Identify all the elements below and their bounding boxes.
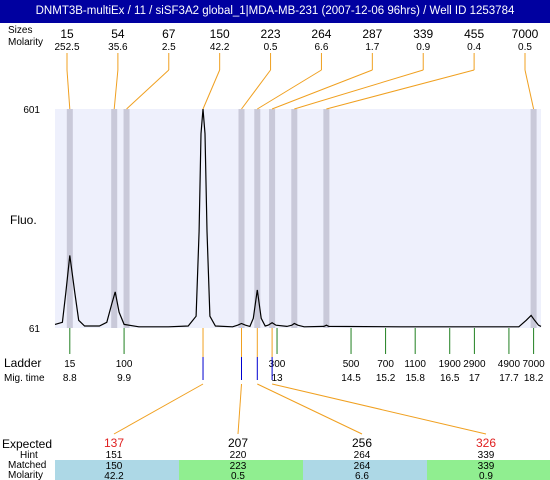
plot-area — [55, 109, 541, 328]
peak-size-label: 455 — [464, 27, 484, 41]
peak-connector — [294, 69, 424, 110]
hint-label: Hint — [20, 450, 38, 461]
peak-band — [66, 109, 73, 328]
peak-connector — [241, 69, 271, 110]
peak-size-label: 150 — [210, 27, 230, 41]
hint-value: 151 — [106, 450, 123, 461]
expected-connector — [271, 383, 487, 435]
peak-connector — [202, 69, 221, 110]
ladder-size-label: 300 — [269, 359, 286, 370]
ladder-time-label: 15.2 — [376, 373, 396, 384]
ladder-size-label: 1900 — [439, 359, 462, 370]
expected-value: 256 — [352, 436, 372, 450]
ladder-size-label: 1100 — [404, 359, 426, 370]
ladder-size-label: 2900 — [463, 359, 486, 370]
peak-molarity-label: 1.7 — [365, 42, 379, 53]
peak-size-label: 7000 — [512, 27, 539, 41]
ladder-size-label: 500 — [343, 359, 360, 370]
ladder-size-label: 4900 — [498, 359, 521, 370]
ladder-time-label: 17 — [469, 373, 481, 384]
match-cell — [179, 460, 303, 480]
matched-value: 150 — [106, 461, 123, 472]
peak-size-label: 287 — [362, 27, 382, 41]
peak-band — [111, 109, 118, 328]
molarity-value: 42.2 — [104, 471, 124, 480]
peak-size-label: 15 — [60, 27, 74, 41]
match-cell — [303, 460, 427, 480]
match-cell — [55, 460, 179, 480]
peak-connector — [257, 69, 322, 110]
peak-band — [238, 109, 245, 328]
expected-connector — [257, 383, 363, 435]
molarity-value: 0.9 — [479, 471, 493, 480]
peak-connector — [66, 69, 71, 110]
peak-band — [269, 109, 276, 328]
ladder-time-label: 16.5 — [440, 373, 460, 384]
ladder-size-label: 15 — [64, 359, 76, 370]
peak-size-label: 264 — [311, 27, 331, 41]
peak-molarity-label: 0.9 — [416, 42, 430, 53]
ladder-time-label: 8.8 — [63, 373, 77, 384]
expected-label: Expected — [2, 437, 52, 451]
peak-band — [254, 109, 261, 328]
molarity-value: 6.6 — [355, 471, 369, 480]
peak-connector — [126, 69, 170, 110]
peak-molarity-label: 252.5 — [54, 42, 79, 53]
peak-band — [123, 109, 130, 328]
sizes-row-label: Sizes — [8, 25, 32, 36]
molarity-value: 0.5 — [231, 471, 245, 480]
matched-value: 223 — [230, 461, 247, 472]
peak-molarity-label: 0.5 — [518, 42, 532, 53]
molarity-label: Molarity — [8, 470, 43, 480]
ladder-size-label: 100 — [116, 359, 133, 370]
peak-molarity-label: 35.6 — [108, 42, 128, 53]
ladder-time-label: 9.9 — [117, 373, 131, 384]
peak-connector — [113, 69, 119, 110]
chart-title: DNMT3B-multiEx / 11 / siSF3A2 global_1|M… — [0, 0, 550, 23]
peak-band — [291, 109, 298, 328]
peak-molarity-label: 2.5 — [162, 42, 176, 53]
peak-molarity-label: 42.2 — [210, 42, 230, 53]
peak-molarity-label: 6.6 — [314, 42, 328, 53]
matched-value: 264 — [354, 461, 371, 472]
expected-connector — [113, 383, 204, 435]
peak-band — [530, 109, 537, 328]
ladder-size-label: 700 — [377, 359, 394, 370]
peak-connector — [326, 69, 475, 110]
ladder-time-label: 17.7 — [499, 373, 519, 384]
peak-molarity-label: 0.5 — [264, 42, 278, 53]
y-axis-label: Fluo. — [10, 213, 37, 227]
peak-molarity-label: 0.4 — [467, 42, 481, 53]
peak-size-label: 223 — [261, 27, 281, 41]
hint-value: 220 — [230, 450, 247, 461]
expected-value: 137 — [104, 436, 124, 450]
y-tick-label: 601 — [23, 105, 40, 116]
fluorescence-trace — [54, 108, 542, 328]
peak-size-label: 67 — [162, 27, 176, 41]
ladder-label: Ladder — [4, 356, 41, 370]
peak-connector — [524, 69, 535, 110]
hint-value: 339 — [478, 450, 495, 461]
ladder-time-label: 18.2 — [524, 373, 544, 384]
ladder-time-label: 13 — [271, 373, 283, 384]
peak-size-label: 54 — [111, 27, 125, 41]
ladder-size-label: 7000 — [522, 359, 545, 370]
peak-connector — [271, 69, 373, 110]
y-tick-label: 61 — [29, 324, 41, 335]
mig-time-label: Mig. time — [4, 373, 45, 384]
hint-value: 264 — [354, 450, 371, 461]
peak-size-label: 339 — [413, 27, 433, 41]
expected-connector — [237, 383, 243, 435]
molarity-row-label: Molarity — [8, 37, 43, 48]
peak-band — [323, 109, 330, 328]
ladder-time-label: 15.8 — [405, 373, 425, 384]
match-cell — [427, 460, 550, 480]
matched-label: Matched — [8, 460, 46, 471]
expected-value: 207 — [228, 436, 248, 450]
ladder-time-label: 14.5 — [341, 373, 361, 384]
expected-value: 326 — [476, 436, 496, 450]
matched-value: 339 — [478, 461, 495, 472]
